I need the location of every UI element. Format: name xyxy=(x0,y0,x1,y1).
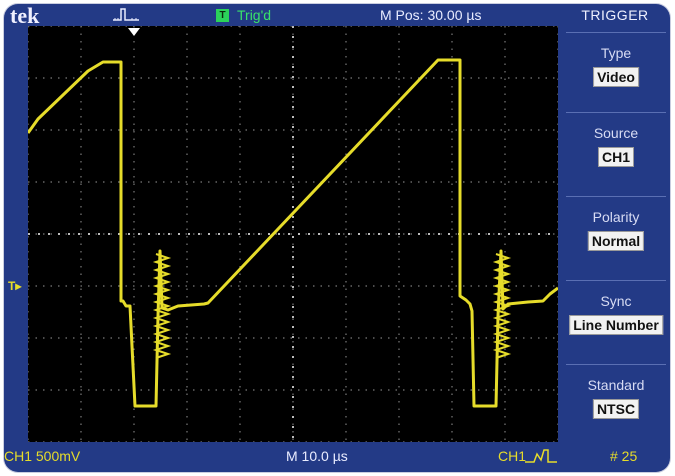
menu-item-value: NTSC xyxy=(592,399,640,419)
menu-item-label: Standard xyxy=(587,377,645,393)
waveform-screen xyxy=(28,26,558,442)
menu-title: TRIGGER xyxy=(581,7,649,23)
ch1-trace xyxy=(28,58,558,408)
menu-item-label: Type xyxy=(600,45,632,61)
menu-item-value: CH1 xyxy=(597,147,635,167)
readout-bar: CH1 500mV M 10.0 µs CH1 # 25 xyxy=(4,444,670,472)
menu-item-source[interactable]: Source CH1 xyxy=(566,112,666,183)
menu-item-value: Line Number xyxy=(569,315,663,335)
menu-item-type[interactable]: Type Video xyxy=(566,32,666,103)
menu-item-value: Video xyxy=(593,67,639,87)
trigger-position-marker xyxy=(128,28,140,36)
menu-item-label: Sync xyxy=(600,293,632,309)
video-trigger-icon xyxy=(525,449,557,463)
color-burst-waveform xyxy=(492,253,512,359)
acquisition-trigger-icon xyxy=(113,8,139,21)
status-bar: tek T Trig'd M Pos: 30.00 µs xyxy=(4,4,564,28)
color-burst-2 xyxy=(492,253,512,359)
menu-item-standard[interactable]: Standard NTSC xyxy=(566,364,666,435)
horizontal-position-readout: M Pos: 30.00 µs xyxy=(380,7,482,23)
menu-item-value: Normal xyxy=(587,231,645,251)
trigger-status: T Trig'd xyxy=(216,6,271,24)
color-burst-1 xyxy=(152,253,172,359)
menu-item-polarity[interactable]: Polarity Normal xyxy=(566,196,666,267)
waveform-graticule xyxy=(28,26,558,442)
oscilloscope-display: tek T Trig'd M Pos: 30.00 µs T▸ TRIGGER … xyxy=(4,4,670,472)
trigger-menu: TRIGGER Type Video Source CH1 Polarity N… xyxy=(560,4,670,472)
brand-logo: tek xyxy=(10,4,40,28)
menu-item-sync[interactable]: Sync Line Number xyxy=(566,280,666,351)
trigger-line-number: # 25 xyxy=(610,448,638,464)
trigger-level-marker: T▸ xyxy=(8,279,22,293)
channel-scale-readout: CH1 500mV xyxy=(4,448,81,464)
timebase-readout: M 10.0 µs xyxy=(286,448,348,464)
menu-item-label: Source xyxy=(593,125,639,141)
trigger-status-badge: T xyxy=(216,8,229,22)
graticule-grid xyxy=(28,26,558,442)
trigger-status-text: Trig'd xyxy=(237,7,272,23)
trigger-source-readout: CH1 xyxy=(498,448,527,464)
menu-item-label: Polarity xyxy=(592,209,640,225)
color-burst-waveform xyxy=(152,253,172,359)
